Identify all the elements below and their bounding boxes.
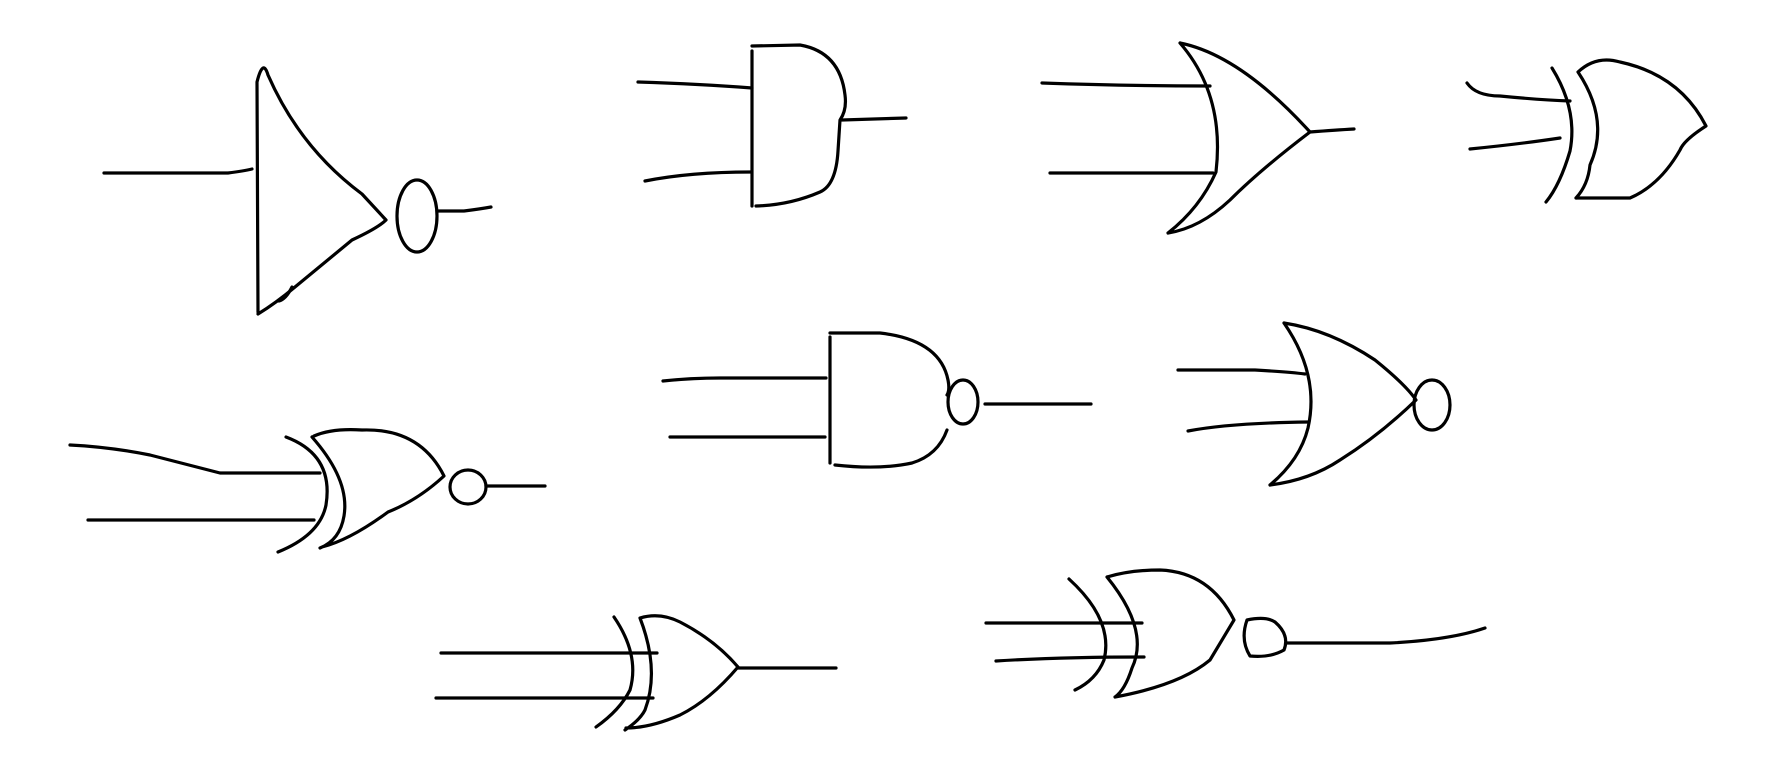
xor-gate-top-input-wire-a [1465,81,1572,103]
or-gate-output-wire [1308,127,1356,134]
and-gate-input-wire-a [636,80,754,90]
nand-gate-input-wire-a [661,376,828,383]
and-gate [636,43,908,208]
not-gate-body-flick [277,285,294,303]
or-gate [1040,41,1356,235]
xnor-gate-bottom-output-wire [1284,626,1487,645]
not-gate-output-wire [435,205,493,213]
xor-gate-top-back-curve [1544,66,1574,204]
xnor-gate-bottom-body [1105,568,1236,699]
nor-gate-input-wire-a [1176,368,1307,376]
xnor-gate-bottom-bubble [1242,616,1288,658]
not-gate-input-wire [102,167,254,175]
xnor-gate-left [68,428,547,554]
nand-gate-body [828,331,951,469]
xor-gate-bottom-back-curve [594,615,635,729]
nand-gate [661,331,1093,469]
xnor-gate-left-input-wire-a [68,443,322,475]
xor-gate-bottom-body [623,614,740,732]
xor-gate-top-input-wire-b [1468,136,1562,151]
xor-gate-top-body [1574,58,1708,200]
nor-gate-input-wire-b [1186,420,1310,433]
xor-gate-bottom [434,614,838,732]
and-gate-body [750,43,848,208]
or-gate-body [1166,41,1312,235]
xor-gate-top [1465,58,1708,204]
xnor-gate-left-body [310,428,446,550]
xnor-gate-bottom [984,568,1487,699]
or-gate-input-wire-a [1040,81,1212,88]
and-gate-input-wire-b [643,170,753,183]
not-gate [102,66,493,316]
nor-gate-body [1268,321,1418,487]
xnor-gate-left-bubble [448,468,488,506]
nor-gate-bubble [1412,378,1452,432]
xnor-gate-bottom-input-wire-b [994,655,1146,663]
and-gate-output-wire [840,116,908,122]
xnor-gate-left-back-curve [276,435,329,554]
not-gate-bubble [395,178,439,254]
xnor-gate-bottom-back-curve [1067,577,1108,692]
nor-gate [1176,321,1452,487]
nand-gate-bubble [946,378,980,426]
not-gate-body [255,66,388,316]
